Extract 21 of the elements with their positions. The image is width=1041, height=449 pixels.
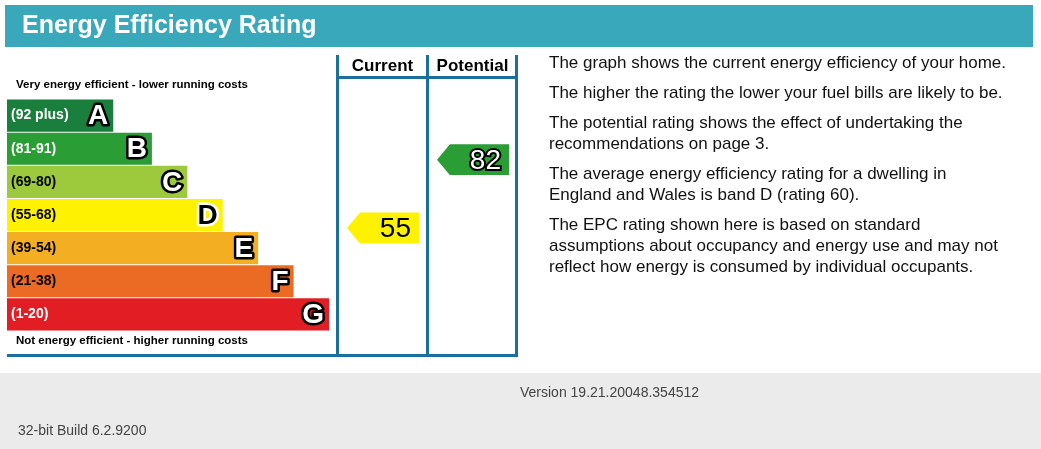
category-label: (69-80) C xyxy=(11,165,183,197)
text: Version 19.21.20048.354512 xyxy=(520,384,700,400)
text: The higher the rating the lower your fuel bills are likely to be. xyxy=(549,82,1004,103)
category-label: (92 plus) A xyxy=(11,99,109,131)
category-label: (39-54) E xyxy=(11,231,254,263)
data-label: 55 xyxy=(379,212,411,244)
text: Very energy efficient - lower running costs xyxy=(16,78,248,90)
text: The graph shows the current energy efficiency of your home. xyxy=(549,52,1008,73)
category-label: Current xyxy=(350,56,415,76)
category-label: (55-68) D xyxy=(11,198,218,230)
category-label: (21-38) F xyxy=(11,265,289,296)
text: Not energy efficient - higher running costs xyxy=(16,334,248,346)
category-label: (81-91) B xyxy=(11,132,147,164)
data-label: 82 xyxy=(469,144,501,176)
text: The EPC rating shown here is based on standard assumptions about occupancy and energy use and may not reflect how energy is consumed by individual occupants. xyxy=(549,214,999,277)
text: The potential rating shows the effect of undertaking the recommendations on page 3. xyxy=(549,112,964,154)
chart-title: Energy Efficiency Rating xyxy=(22,10,317,39)
category-label: (1-20) G xyxy=(11,298,324,330)
text: 32-bit Build 6.2.9200 xyxy=(18,422,147,438)
text: The average energy efficiency rating for a dwelling in England and Wales is band D (rating 60). xyxy=(549,163,948,205)
category-label: Potential xyxy=(435,56,510,76)
